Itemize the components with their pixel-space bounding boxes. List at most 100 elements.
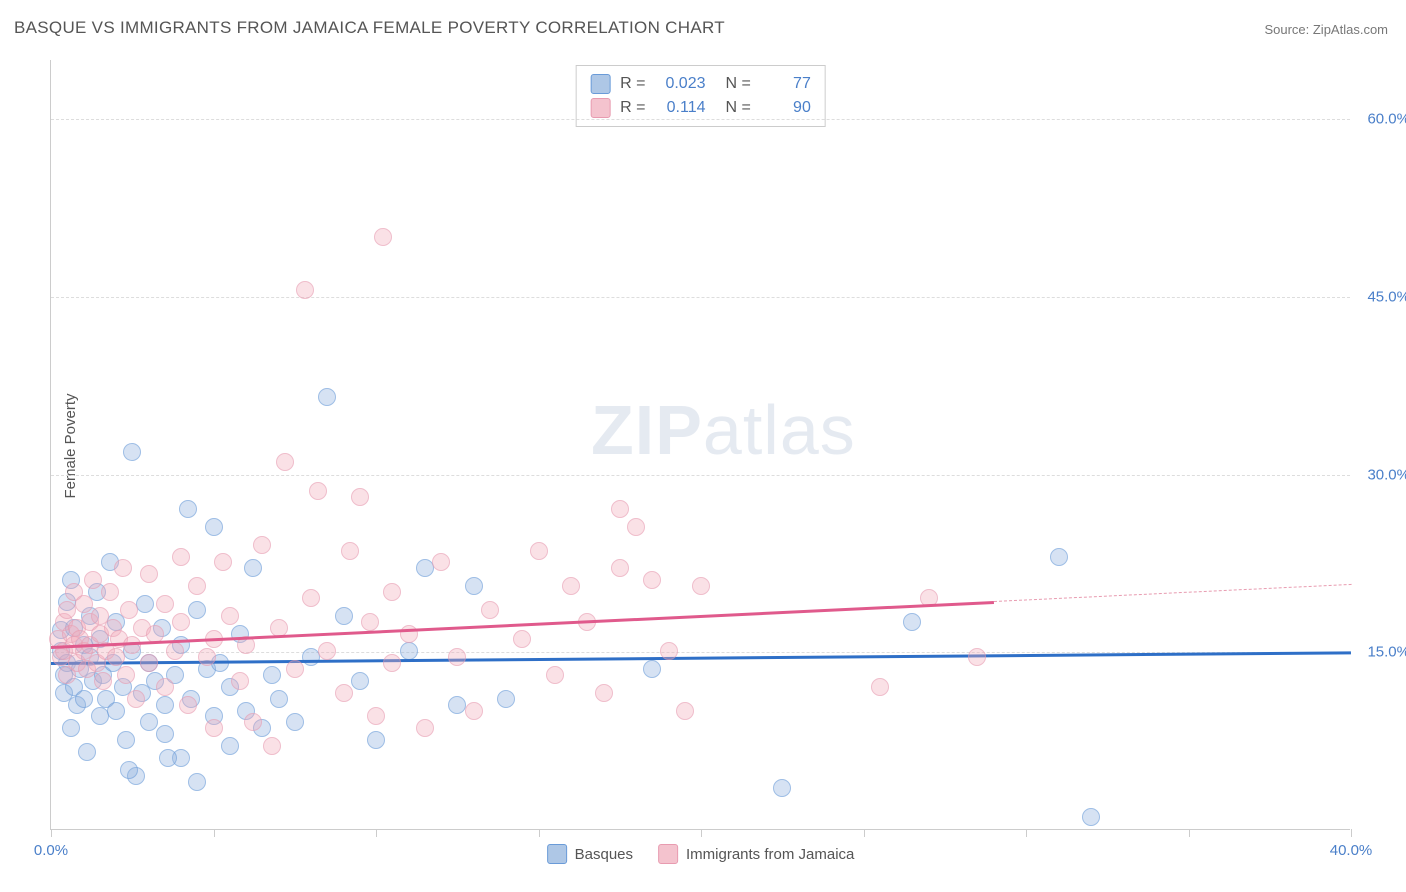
data-point <box>335 607 353 625</box>
data-point <box>341 542 359 560</box>
data-point <box>140 565 158 583</box>
legend-swatch <box>590 74 610 94</box>
x-tick <box>51 829 52 837</box>
legend-item: Immigrants from Jamaica <box>658 844 854 864</box>
data-point <box>136 595 154 613</box>
data-point <box>351 488 369 506</box>
data-point <box>107 702 125 720</box>
data-point <box>188 773 206 791</box>
data-point <box>773 779 791 797</box>
x-tick <box>376 829 377 837</box>
x-tick <box>1351 829 1352 837</box>
data-point <box>120 601 138 619</box>
data-point <box>172 548 190 566</box>
data-point <box>75 595 93 613</box>
data-point <box>643 660 661 678</box>
gridline <box>51 119 1350 120</box>
data-point <box>198 648 216 666</box>
data-point <box>62 719 80 737</box>
data-point <box>416 719 434 737</box>
y-tick-label: 60.0% <box>1355 111 1406 128</box>
data-point <box>188 601 206 619</box>
r-label: R = <box>620 99 645 117</box>
data-point <box>244 713 262 731</box>
data-point <box>318 642 336 660</box>
data-point <box>546 666 564 684</box>
x-tick <box>1026 829 1027 837</box>
data-point <box>140 654 158 672</box>
legend-swatch <box>590 98 610 118</box>
source-credit: Source: ZipAtlas.com <box>1264 22 1388 37</box>
data-point <box>432 553 450 571</box>
data-point <box>276 453 294 471</box>
data-point <box>335 684 353 702</box>
data-point <box>351 672 369 690</box>
data-point <box>286 713 304 731</box>
data-point <box>513 630 531 648</box>
data-point <box>107 648 125 666</box>
data-point <box>214 553 232 571</box>
y-tick-label: 30.0% <box>1355 466 1406 483</box>
data-point <box>611 500 629 518</box>
data-point <box>123 636 141 654</box>
data-point <box>286 660 304 678</box>
data-point <box>296 281 314 299</box>
data-point <box>179 500 197 518</box>
x-tick <box>701 829 702 837</box>
data-point <box>448 648 466 666</box>
data-point <box>400 625 418 643</box>
watermark: ZIPatlas <box>591 390 856 470</box>
legend-item: Basques <box>547 844 633 864</box>
data-point <box>270 690 288 708</box>
data-point <box>692 577 710 595</box>
data-point <box>530 542 548 560</box>
x-tick-label: 0.0% <box>34 842 68 859</box>
data-point <box>903 613 921 631</box>
data-point <box>309 482 327 500</box>
data-point <box>383 654 401 672</box>
data-point <box>263 737 281 755</box>
data-point <box>123 443 141 461</box>
data-point <box>968 648 986 666</box>
data-point <box>166 642 184 660</box>
data-point <box>871 678 889 696</box>
n-value: 77 <box>761 75 811 93</box>
legend-label: Basques <box>575 846 633 863</box>
data-point <box>156 696 174 714</box>
data-point <box>117 666 135 684</box>
r-value: 0.023 <box>656 75 706 93</box>
data-point <box>465 577 483 595</box>
data-point <box>94 672 112 690</box>
data-point <box>205 719 223 737</box>
r-label: R = <box>620 75 645 93</box>
data-point <box>361 613 379 631</box>
data-point <box>231 672 249 690</box>
legend-swatch <box>658 844 678 864</box>
data-point <box>374 228 392 246</box>
gridline <box>51 475 1350 476</box>
data-point <box>114 559 132 577</box>
chart-title: BASQUE VS IMMIGRANTS FROM JAMAICA FEMALE… <box>14 18 725 38</box>
data-point <box>78 743 96 761</box>
data-point <box>611 559 629 577</box>
n-label: N = <box>726 99 751 117</box>
x-tick-label: 40.0% <box>1330 842 1373 859</box>
data-point <box>156 678 174 696</box>
x-tick <box>214 829 215 837</box>
data-point <box>179 696 197 714</box>
data-point <box>221 737 239 755</box>
data-point <box>400 642 418 660</box>
data-point <box>188 577 206 595</box>
data-point <box>562 577 580 595</box>
data-point <box>84 571 102 589</box>
stats-row: R =0.114N =90 <box>590 96 811 120</box>
data-point <box>465 702 483 720</box>
data-point <box>1082 808 1100 826</box>
data-point <box>302 589 320 607</box>
data-point <box>497 690 515 708</box>
data-point <box>643 571 661 589</box>
data-point <box>383 583 401 601</box>
x-tick <box>1189 829 1190 837</box>
data-point <box>253 536 271 554</box>
data-point <box>120 761 138 779</box>
